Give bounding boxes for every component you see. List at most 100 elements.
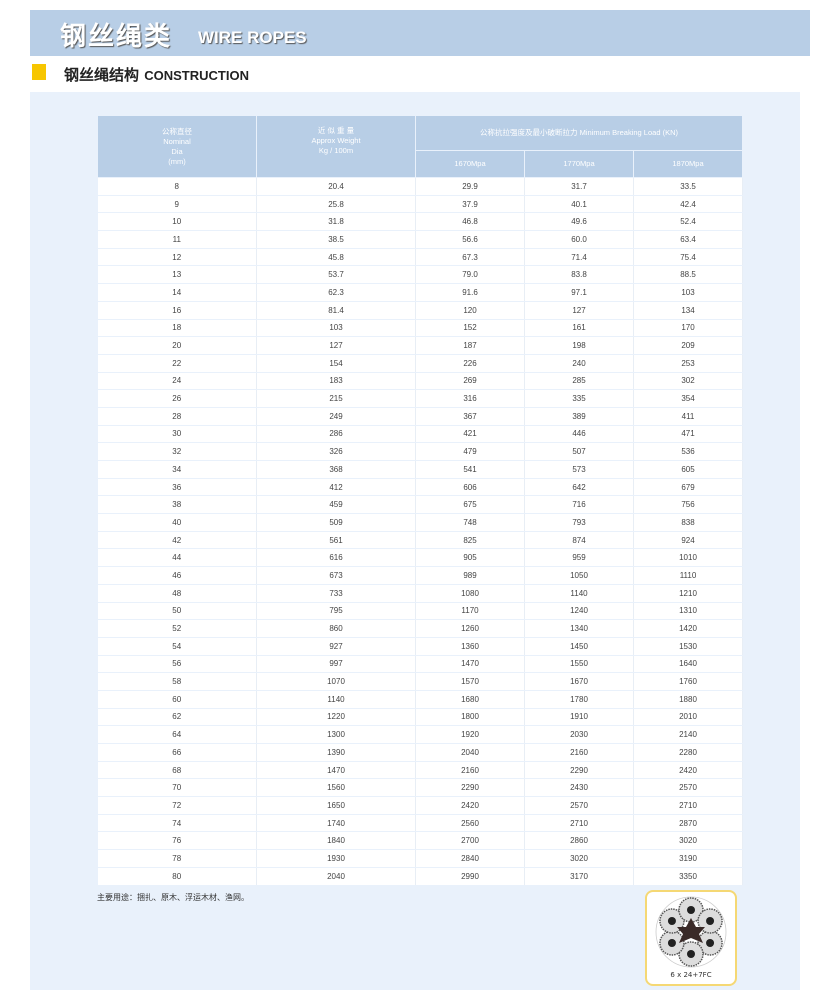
cell-load-1670: 2560 <box>415 814 525 833</box>
cell-approx-weight: 368 <box>256 460 416 479</box>
table-row: 34 368 541 573 605 <box>97 460 744 479</box>
cell-nominal-dia: 46 <box>97 566 257 585</box>
cell-approx-weight: 1840 <box>256 831 416 851</box>
cell-load-1770: 1780 <box>524 690 634 709</box>
cell-approx-weight: 286 <box>256 425 416 444</box>
cell-load-1770: 793 <box>524 513 634 532</box>
cell-load-1670: 1800 <box>415 708 525 727</box>
cell-nominal-dia: 78 <box>97 849 257 868</box>
cell-approx-weight: 154 <box>256 354 416 373</box>
cell-load-1870: 3190 <box>633 849 744 868</box>
cell-nominal-dia: 76 <box>97 831 257 851</box>
cell-nominal-dia: 64 <box>97 725 257 744</box>
table-row: 10 31.8 46.8 49.6 52.4 <box>97 212 744 232</box>
cell-load-1670: 79.0 <box>415 265 525 285</box>
cell-load-1670: 29.9 <box>415 177 525 196</box>
cell-approx-weight: 103 <box>256 319 416 338</box>
table-row: 22 154 226 240 253 <box>97 354 744 373</box>
cell-approx-weight: 1220 <box>256 708 416 727</box>
cell-load-1870: 411 <box>633 407 744 426</box>
cell-approx-weight: 412 <box>256 478 416 497</box>
cell-load-1870: 1640 <box>633 655 744 674</box>
cell-approx-weight: 31.8 <box>256 212 416 232</box>
header-line: (mm) <box>168 156 186 166</box>
wire-rope-cross-section-icon <box>655 896 727 968</box>
cell-load-1870: 170 <box>633 319 744 338</box>
cell-nominal-dia: 28 <box>97 407 257 426</box>
cell-load-1770: 2290 <box>524 761 634 780</box>
cell-load-1670: 2840 <box>415 849 525 868</box>
cell-load-1770: 507 <box>524 442 634 461</box>
cell-nominal-dia: 48 <box>97 584 257 603</box>
cell-approx-weight: 215 <box>256 389 416 408</box>
cell-load-1770: 2860 <box>524 831 634 851</box>
cell-approx-weight: 25.8 <box>256 195 416 214</box>
cell-load-1670: 226 <box>415 354 525 373</box>
strand-core <box>706 917 715 925</box>
table-row: 20 127 187 198 209 <box>97 336 744 355</box>
table-row: 26 215 316 335 354 <box>97 389 744 408</box>
cell-approx-weight: 1930 <box>256 849 416 868</box>
cell-load-1770: 127 <box>524 301 634 320</box>
cell-nominal-dia: 12 <box>97 248 257 267</box>
cell-load-1770: 2430 <box>524 778 634 798</box>
cell-load-1770: 1240 <box>524 602 634 621</box>
cell-load-1870: 2280 <box>633 743 744 762</box>
header-breaking-load: 公称抗拉强度及最小破断拉力 Minimum Breaking Load (KN) <box>414 115 744 151</box>
strand-core <box>706 939 715 947</box>
table-row: 50 795 1170 1240 1310 <box>97 602 744 621</box>
table-row: 60 1140 1680 1780 1880 <box>97 690 744 709</box>
cell-load-1870: 1210 <box>633 584 744 603</box>
table-row: 12 45.8 67.3 71.4 75.4 <box>97 248 744 267</box>
header-approx-weight: 近 似 重 量 Approx Weight Kg / 100m <box>256 115 416 178</box>
cell-load-1770: 642 <box>524 478 634 497</box>
cell-load-1770: 573 <box>524 460 634 479</box>
cell-nominal-dia: 26 <box>97 389 257 408</box>
table-row: 36 412 606 642 679 <box>97 478 744 497</box>
cell-load-1770: 1340 <box>524 619 634 638</box>
cell-load-1670: 46.8 <box>415 212 525 232</box>
table-row: 11 38.5 56.6 60.0 63.4 <box>97 230 744 249</box>
cell-load-1870: 756 <box>633 495 744 515</box>
cell-approx-weight: 673 <box>256 566 416 585</box>
rope-diagram: 6 x 24+7FC <box>645 890 737 986</box>
cell-load-1670: 541 <box>415 460 525 479</box>
cell-load-1870: 3020 <box>633 831 744 851</box>
cell-nominal-dia: 9 <box>97 195 257 214</box>
cell-nominal-dia: 32 <box>97 442 257 461</box>
cell-load-1870: 1310 <box>633 602 744 621</box>
cell-load-1670: 606 <box>415 478 525 497</box>
cell-load-1770: 335 <box>524 389 634 408</box>
table-row: 48 733 1080 1140 1210 <box>97 584 744 603</box>
cell-nominal-dia: 22 <box>97 354 257 373</box>
cell-nominal-dia: 24 <box>97 372 257 391</box>
cell-load-1670: 120 <box>415 301 525 320</box>
table-row: 46 673 989 1050 1110 <box>97 566 744 585</box>
header-grade-1670: 1670Mpa <box>415 150 525 178</box>
cell-load-1670: 1570 <box>415 672 525 691</box>
cell-load-1870: 2710 <box>633 796 744 815</box>
cell-load-1670: 675 <box>415 495 525 515</box>
cell-approx-weight: 561 <box>256 531 416 550</box>
cell-load-1670: 905 <box>415 548 525 568</box>
strand-core <box>667 917 676 925</box>
cell-load-1870: 838 <box>633 513 744 532</box>
table-row: 24 183 269 285 302 <box>97 372 744 391</box>
cell-load-1870: 354 <box>633 389 744 408</box>
cell-load-1670: 56.6 <box>415 230 525 249</box>
cell-load-1870: 209 <box>633 336 744 355</box>
cell-approx-weight: 1070 <box>256 672 416 691</box>
cell-load-1670: 989 <box>415 566 525 585</box>
cell-approx-weight: 1140 <box>256 690 416 709</box>
cell-approx-weight: 2040 <box>256 867 416 886</box>
cell-approx-weight: 183 <box>256 372 416 391</box>
table-row: 13 53.7 79.0 83.8 88.5 <box>97 265 744 285</box>
cell-nominal-dia: 74 <box>97 814 257 833</box>
cell-approx-weight: 62.3 <box>256 283 416 302</box>
header-line: 公称直径 <box>162 126 192 136</box>
cell-load-1770: 959 <box>524 548 634 568</box>
cell-load-1770: 1140 <box>524 584 634 603</box>
section-title-cn: 钢丝绳结构 <box>64 66 140 84</box>
cell-load-1870: 536 <box>633 442 744 461</box>
cell-load-1670: 1360 <box>415 637 525 656</box>
